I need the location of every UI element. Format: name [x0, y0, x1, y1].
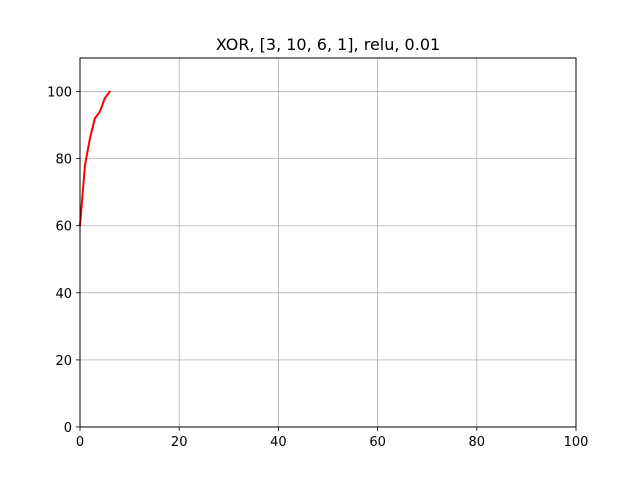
x-tick-label: 60	[369, 435, 386, 450]
plot-frame	[79, 57, 577, 428]
y-tick-label: 60	[55, 220, 72, 235]
y-tick-label: 80	[55, 153, 72, 168]
plot-area	[80, 58, 576, 427]
chart-title: XOR, [3, 10, 6, 1], relu, 0.01	[216, 35, 440, 54]
y-tick-label: 40	[55, 287, 72, 302]
x-axis: 0 20 40 60 80 100	[76, 427, 589, 450]
series-layer	[79, 90, 111, 227]
y-tick-label: 0	[64, 421, 72, 436]
grid	[79, 58, 577, 428]
x-tick-label: 0	[76, 435, 84, 450]
y-tick-label: 100	[47, 86, 72, 101]
y-axis: 0 20 40 60 80 100	[47, 86, 80, 436]
x-tick-label: 80	[469, 435, 486, 450]
x-tick-label: 20	[171, 435, 188, 450]
x-tick-label: 100	[564, 435, 589, 450]
y-tick-label: 20	[55, 354, 72, 369]
series-line	[79, 90, 111, 227]
x-tick-label: 40	[270, 435, 287, 450]
